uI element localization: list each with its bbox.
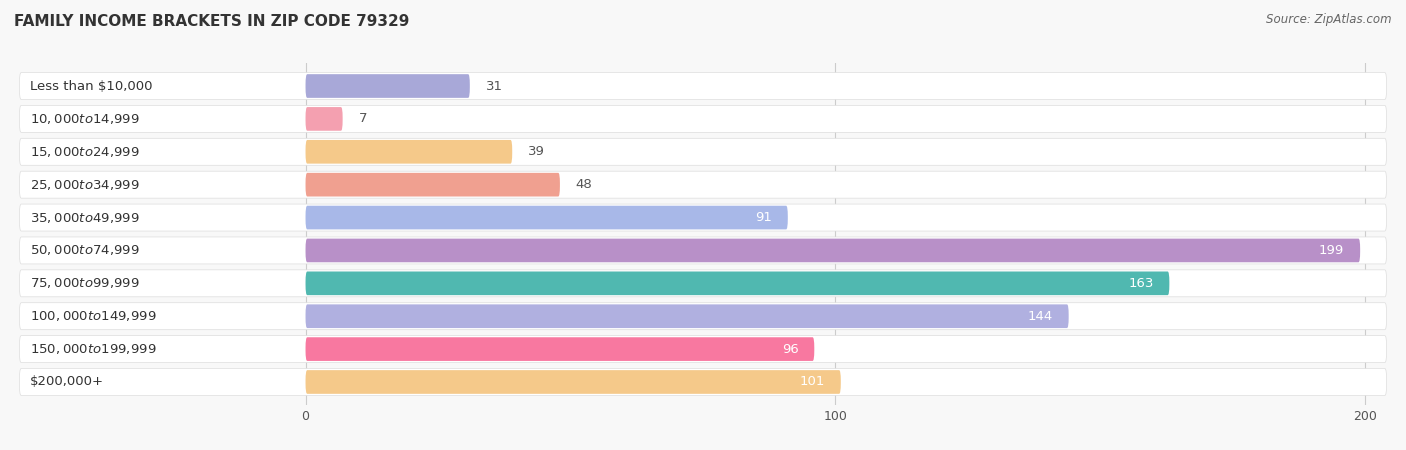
Text: 39: 39 [529,145,546,158]
FancyBboxPatch shape [20,270,1386,297]
FancyBboxPatch shape [305,304,1069,328]
Text: $150,000 to $199,999: $150,000 to $199,999 [30,342,156,356]
Text: 31: 31 [485,80,503,93]
FancyBboxPatch shape [305,140,512,164]
Text: 96: 96 [782,342,799,356]
Text: $50,000 to $74,999: $50,000 to $74,999 [30,243,139,257]
Text: $25,000 to $34,999: $25,000 to $34,999 [30,178,139,192]
FancyBboxPatch shape [305,370,841,394]
Text: $100,000 to $149,999: $100,000 to $149,999 [30,309,156,323]
FancyBboxPatch shape [305,74,470,98]
Text: FAMILY INCOME BRACKETS IN ZIP CODE 79329: FAMILY INCOME BRACKETS IN ZIP CODE 79329 [14,14,409,28]
FancyBboxPatch shape [305,173,560,197]
Text: 7: 7 [359,112,367,126]
FancyBboxPatch shape [305,337,814,361]
FancyBboxPatch shape [305,238,1360,262]
FancyBboxPatch shape [20,237,1386,264]
Text: $10,000 to $14,999: $10,000 to $14,999 [30,112,139,126]
Text: Source: ZipAtlas.com: Source: ZipAtlas.com [1267,14,1392,27]
Text: 144: 144 [1028,310,1053,323]
Text: Less than $10,000: Less than $10,000 [30,80,152,93]
Text: 91: 91 [755,211,772,224]
FancyBboxPatch shape [20,369,1386,396]
Text: 163: 163 [1128,277,1153,290]
Text: $35,000 to $49,999: $35,000 to $49,999 [30,211,139,225]
Text: 199: 199 [1319,244,1344,257]
Text: $15,000 to $24,999: $15,000 to $24,999 [30,145,139,159]
Text: 48: 48 [576,178,592,191]
Text: $75,000 to $99,999: $75,000 to $99,999 [30,276,139,290]
FancyBboxPatch shape [20,336,1386,363]
FancyBboxPatch shape [20,204,1386,231]
FancyBboxPatch shape [305,107,343,131]
FancyBboxPatch shape [305,206,787,230]
Text: 101: 101 [800,375,825,388]
FancyBboxPatch shape [20,105,1386,132]
FancyBboxPatch shape [20,72,1386,99]
FancyBboxPatch shape [20,171,1386,198]
FancyBboxPatch shape [20,303,1386,330]
FancyBboxPatch shape [20,138,1386,165]
FancyBboxPatch shape [305,271,1170,295]
Text: $200,000+: $200,000+ [30,375,104,388]
